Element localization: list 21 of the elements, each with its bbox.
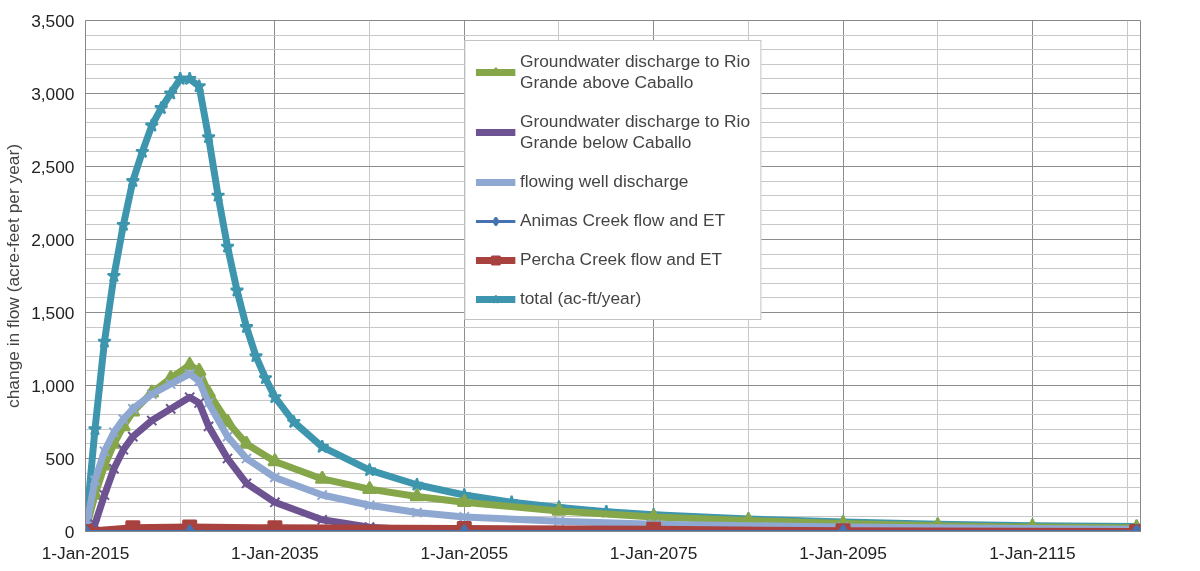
x-tick-label: 1-Jan-2055 (420, 542, 509, 563)
y-tick-label: 0 (64, 521, 75, 542)
x-tick-label: 1-Jan-2035 (231, 542, 319, 563)
y-tick-label: 2,500 (31, 156, 75, 177)
legend-label: Percha Creek flow and ET (519, 249, 723, 270)
y-tick-label: 1,000 (31, 375, 75, 396)
y-tick-label: 2,000 (31, 229, 75, 250)
y-tick-label: 500 (45, 448, 75, 469)
y-tick-label: 3,000 (31, 83, 75, 104)
y-axis-title: change in flow (acre-feet per year) (3, 144, 24, 408)
y-tick-label: 3,500 (31, 10, 75, 31)
legend-label: Groundwater discharge to Rio Grande below Caballo (519, 111, 751, 153)
legend-label: flowing well discharge (519, 171, 689, 192)
y-tick-label: 1,500 (31, 302, 75, 323)
legend-label: Groundwater discharge to Rio Grande above Caballo (519, 51, 751, 93)
x-tick-label: 1-Jan-2075 (609, 542, 698, 563)
legend-label: total (ac-ft/year) (519, 288, 642, 309)
x-tick-label: 1-Jan-2115 (989, 542, 1076, 563)
x-tick-label: 1-Jan-2015 (41, 542, 130, 563)
x-tick-label: 1-Jan-2095 (799, 542, 887, 563)
legend-label: Animas Creek flow and ET (519, 210, 726, 231)
